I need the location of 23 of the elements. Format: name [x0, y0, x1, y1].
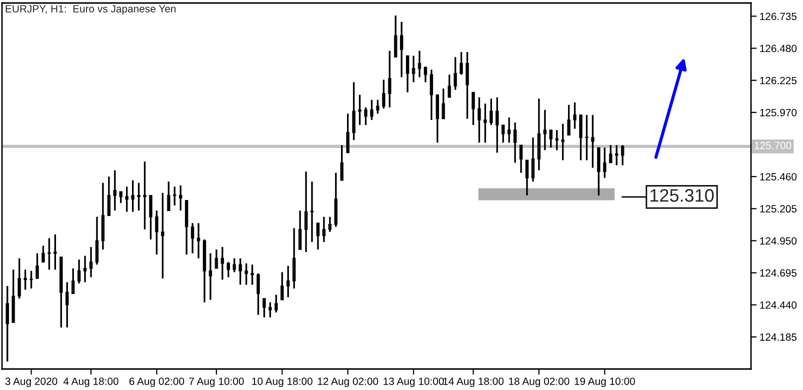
- y-tick-label: 124.185: [760, 333, 797, 341]
- x-tick-label: 10 Aug 18:00: [252, 378, 312, 388]
- y-tick-label: 126.735: [760, 12, 797, 20]
- x-tick-label: 4 Aug 18:00: [63, 378, 118, 388]
- y-tick-label: 125.460: [760, 173, 797, 180]
- y-tick-label: 126.480: [760, 44, 797, 52]
- x-tick-label: 7 Aug 10:00: [189, 378, 244, 388]
- annotation: 125.310: [650, 189, 714, 202]
- y-tick-label: 124.950: [760, 237, 797, 245]
- x-tick-label: 19 Aug 10:00: [574, 378, 635, 388]
- y-tick-label: 124.695: [760, 269, 797, 277]
- y-tick-label: 125.970: [760, 108, 797, 116]
- x-tick-label: 14 Aug 18:00: [443, 378, 504, 388]
- y-tick-label: 124.440: [760, 301, 797, 309]
- x-tick-label: 18 Aug 02:00: [509, 378, 570, 388]
- x-tick-label: 12 Aug 02:00: [318, 378, 378, 388]
- x-tick-label: 6 Aug 02:00: [129, 378, 184, 388]
- chart-title: EURJPY, H1: Euro vs Japanese Yen: [6, 5, 176, 15]
- ref-line-label: 125.700: [754, 142, 792, 150]
- y-tick-label: 126.225: [760, 76, 797, 84]
- x-tick-label: 13 Aug 10:00: [384, 378, 444, 388]
- x-tick-label: 3 Aug 2020: [5, 378, 58, 388]
- y-tick-label: 125.205: [760, 205, 797, 213]
